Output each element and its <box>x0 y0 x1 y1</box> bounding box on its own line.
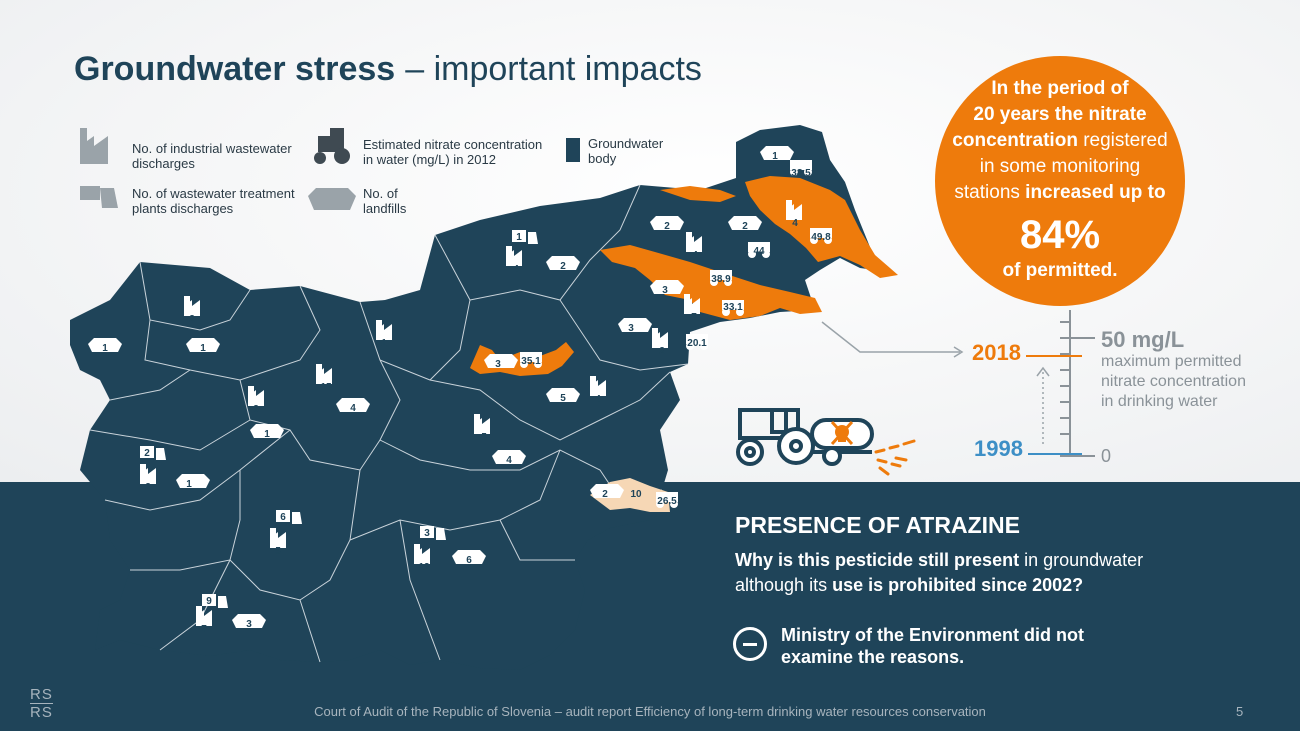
svg-text:20.1: 20.1 <box>687 338 707 349</box>
wwtp-icons: 1 2 6 3 9 <box>140 230 538 608</box>
svg-text:5: 5 <box>560 393 566 404</box>
landfill-icons: 1 1 4 1 1 2 3 3 5 4 6 3 2 2 2 10 1 3 <box>88 146 794 630</box>
legend-groundwater-body-icon <box>566 138 580 162</box>
high-nitrate-area-n <box>660 186 736 202</box>
svg-text:1: 1 <box>102 343 108 354</box>
legend-landfill-icon <box>308 188 356 210</box>
svg-text:2: 2 <box>664 221 670 232</box>
svg-text:3: 3 <box>424 528 430 539</box>
legend-tractor-icon <box>314 128 350 164</box>
legend-wwtp-label: No. of wastewater treatment plants disch… <box>132 186 295 216</box>
callout-circle <box>935 56 1185 306</box>
footer-text: Court of Audit of the Republic of Sloven… <box>314 704 986 719</box>
svg-text:3: 3 <box>246 619 252 630</box>
legend-industrial-icon <box>80 128 108 164</box>
svg-text:33.1: 33.1 <box>723 302 743 313</box>
svg-text:7: 7 <box>201 624 207 635</box>
svg-text:2: 2 <box>602 489 608 500</box>
svg-text:1: 1 <box>200 343 206 354</box>
tractor-pesticide-icon <box>736 408 874 466</box>
svg-text:3: 3 <box>628 323 634 334</box>
high-nitrate-area-ne <box>745 176 898 278</box>
callout-percentage: 84% <box>1019 213 1101 257</box>
svg-text:4: 4 <box>506 455 512 466</box>
svg-text:2: 2 <box>145 482 151 493</box>
year-2018-label: 2018 <box>972 340 1021 365</box>
svg-text:4: 4 <box>792 218 798 229</box>
callout-text: In the period of 20 years the nitrate co… <box>952 78 1168 203</box>
svg-text:2: 2 <box>560 261 566 272</box>
svg-text:2: 2 <box>742 221 748 232</box>
scale-zero: 0 <box>1101 446 1112 466</box>
svg-text:38.9: 38.9 <box>711 274 731 285</box>
svg-text:4: 4 <box>692 250 698 261</box>
spray-icon <box>874 439 916 476</box>
page-number: 5 <box>1236 704 1244 719</box>
svg-text:10: 10 <box>630 489 642 500</box>
svg-text:5: 5 <box>275 546 281 557</box>
industrial-icons: 2 1 15 3 4 5 4 2 12 2 7 4 7 4 5 <box>140 200 802 635</box>
svg-text:2: 2 <box>144 448 150 459</box>
limit-description: maximum permitted nitrate concentration … <box>1101 353 1246 410</box>
legend-industrial-label: No. of industrial wastewater discharges <box>132 141 292 171</box>
ministry-finding: Ministry of the Environment did not exam… <box>781 625 1084 667</box>
svg-text:26.5: 26.5 <box>657 496 677 507</box>
page-title: Groundwater stress – important impacts <box>74 50 702 88</box>
svg-text:3: 3 <box>662 285 668 296</box>
svg-text:3: 3 <box>253 404 259 415</box>
legend-wwtp-icon <box>80 186 118 208</box>
callout-tail: of permitted. <box>1002 260 1118 281</box>
atrazine-question: Why is this pesticide still present in g… <box>735 550 1144 595</box>
svg-text:44: 44 <box>753 246 765 257</box>
connector-line <box>821 321 960 353</box>
svg-text:7: 7 <box>691 312 697 323</box>
svg-text:4: 4 <box>513 264 519 275</box>
svg-text:38.5: 38.5 <box>791 168 811 179</box>
svg-text:1: 1 <box>516 232 522 243</box>
nitrate-icons: 38.5 49.8 44 38.9 33.1 20.1 35.1 26.5 <box>520 160 832 508</box>
svg-text:4: 4 <box>350 403 356 414</box>
year-1998-label: 1998 <box>974 436 1023 461</box>
svg-text:6: 6 <box>280 512 286 523</box>
svg-text:35.1: 35.1 <box>521 356 541 367</box>
svg-text:12: 12 <box>418 562 430 573</box>
svg-text:1: 1 <box>772 151 778 162</box>
legend-landfill-label: No. of landfills <box>363 186 407 216</box>
svg-text:2: 2 <box>659 346 665 357</box>
svg-text:1: 1 <box>186 479 192 490</box>
legend-nitrate-label: Estimated nitrate concentration in water… <box>363 137 543 167</box>
svg-text:3: 3 <box>495 359 501 370</box>
minus-circle-icon <box>733 627 767 661</box>
rs-logo: RS RS <box>30 686 53 721</box>
svg-text:1: 1 <box>264 429 270 440</box>
limit-value: 50 mg/L <box>1101 327 1185 352</box>
svg-text:1: 1 <box>381 338 387 349</box>
svg-text:9: 9 <box>206 596 212 607</box>
nitrate-scale <box>1060 310 1095 457</box>
svg-text:4: 4 <box>595 394 601 405</box>
atrazine-title: PRESENCE OF ATRAZINE <box>735 512 1020 538</box>
svg-text:49.8: 49.8 <box>811 232 831 243</box>
svg-text:5: 5 <box>481 432 487 443</box>
svg-text:15: 15 <box>320 382 332 393</box>
skull-hazard-icon <box>830 420 854 446</box>
svg-text:6: 6 <box>466 555 472 566</box>
svg-text:2: 2 <box>189 314 195 325</box>
legend-body-label: Groundwater body <box>588 136 664 166</box>
